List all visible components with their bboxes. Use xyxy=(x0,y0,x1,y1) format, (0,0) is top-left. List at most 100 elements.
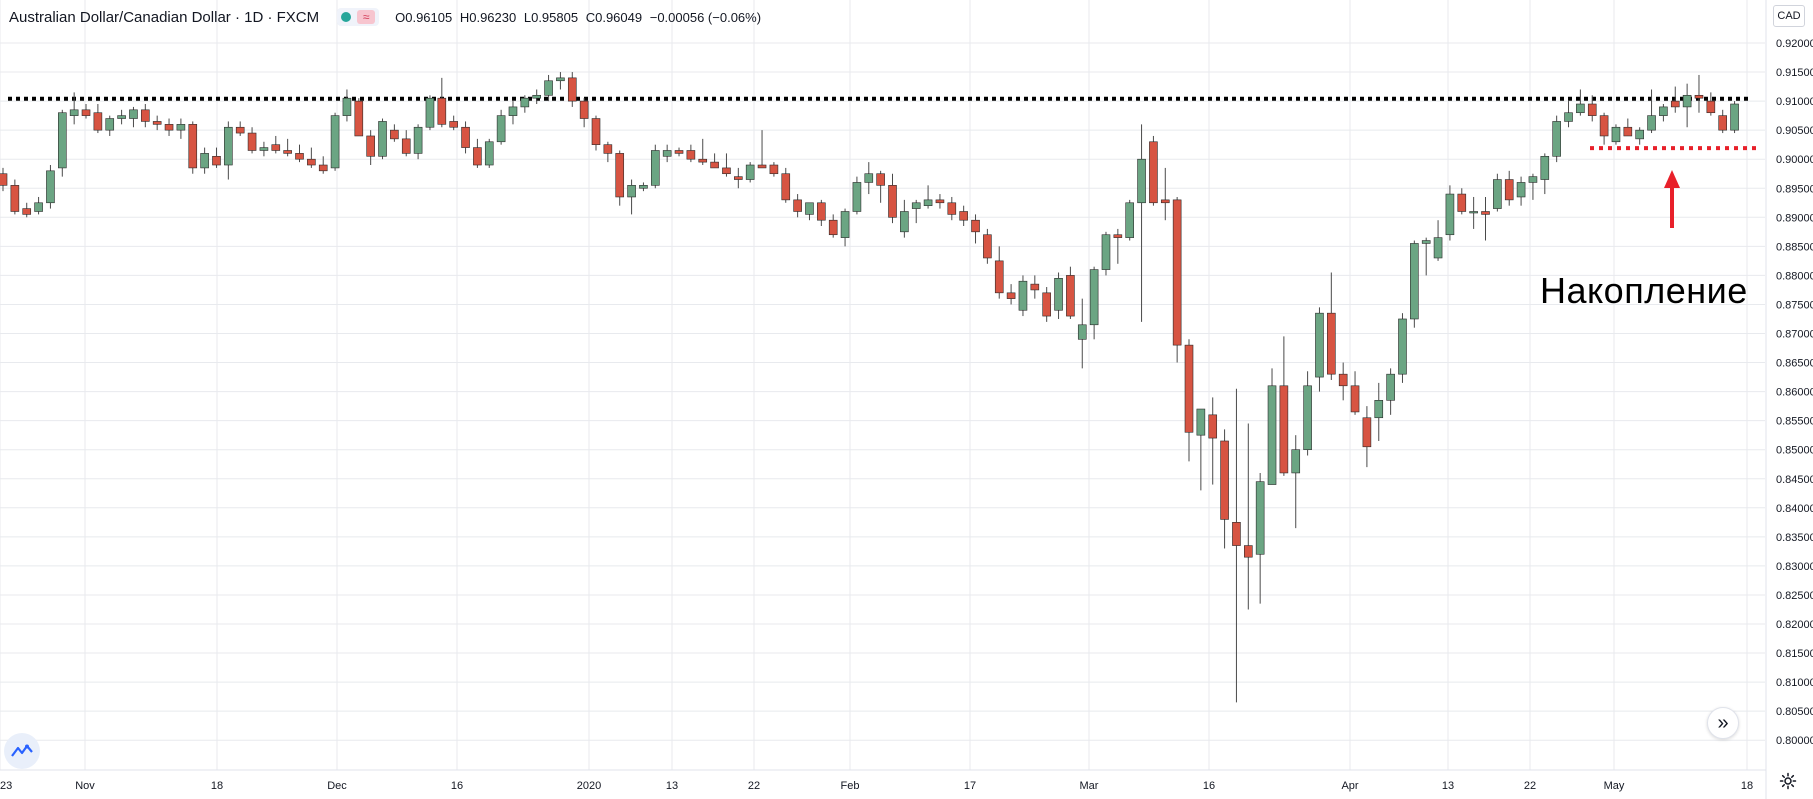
candle-body xyxy=(1054,278,1063,311)
candle-body xyxy=(1421,240,1431,244)
candle-body xyxy=(1410,243,1419,320)
candle-body xyxy=(971,219,980,233)
candle-body xyxy=(1635,129,1644,140)
candle-down xyxy=(591,115,601,151)
candle-body xyxy=(1587,103,1597,116)
candle-body xyxy=(10,185,20,212)
candle-down xyxy=(935,194,945,209)
candle-body xyxy=(1172,199,1182,346)
candle-body xyxy=(1208,414,1218,439)
candle-body xyxy=(224,126,233,166)
candle-body xyxy=(1682,94,1692,108)
candle-body xyxy=(579,100,589,119)
candle-body xyxy=(1730,103,1739,131)
candle-down xyxy=(876,170,885,203)
time-tick-label: 23 xyxy=(0,780,12,792)
price-axis[interactable]: 0.92000 0.91500 0.91000 0.90500 0.90000 0.895… xyxy=(1765,0,1813,799)
candle-body xyxy=(686,150,696,160)
candle-body xyxy=(983,234,992,259)
candle-body xyxy=(994,260,1004,294)
candle-body xyxy=(556,77,565,82)
candle-up xyxy=(1137,124,1146,322)
indicator-pill[interactable]: ≈ xyxy=(337,8,380,26)
time-tick-label: 22 xyxy=(1524,780,1536,792)
candle-body xyxy=(817,202,826,221)
candle-down xyxy=(1149,135,1158,206)
candle-down xyxy=(579,98,589,128)
candle-down xyxy=(1599,112,1609,145)
candle-down xyxy=(235,121,245,136)
candle-body xyxy=(911,202,921,209)
candle-up xyxy=(805,202,814,221)
candle-body xyxy=(734,176,743,180)
time-tick-label: 18 xyxy=(211,780,223,792)
candle-down xyxy=(817,199,826,227)
candle-body xyxy=(81,109,91,116)
candle-down xyxy=(1694,74,1704,113)
candle-down xyxy=(212,147,221,168)
candle-body xyxy=(259,147,269,151)
gear-icon[interactable] xyxy=(1776,769,1800,793)
candle-body xyxy=(650,150,660,186)
candle-up xyxy=(840,208,850,247)
candle-body xyxy=(567,77,577,102)
candle-body xyxy=(283,150,292,154)
close-value: C0.96049 xyxy=(585,9,643,25)
symbol-title[interactable]: Australian Dollar/Canadian Dollar · 1D ·… xyxy=(9,8,320,26)
candle-body xyxy=(57,112,67,169)
currency-badge[interactable]: CAD xyxy=(1773,5,1805,27)
candle-body xyxy=(1386,373,1395,401)
price-tick-label: 0.83000 xyxy=(1776,561,1813,573)
price-tick-label: 0.89000 xyxy=(1776,212,1813,224)
candle-up xyxy=(639,182,648,192)
candle-up xyxy=(1196,408,1206,491)
candle-up xyxy=(496,109,506,145)
price-tick-label: 0.80500 xyxy=(1776,706,1813,718)
candle-body xyxy=(378,121,387,157)
candle-down xyxy=(674,147,684,157)
candle-up xyxy=(129,106,138,128)
candle-body xyxy=(1255,481,1265,555)
candle-up xyxy=(1054,272,1063,319)
candle-up xyxy=(911,199,921,224)
candle-down xyxy=(757,130,767,169)
candle-body xyxy=(544,80,553,96)
price-tick-label: 0.82000 xyxy=(1776,619,1813,631)
candle-down xyxy=(888,173,897,224)
candle-body xyxy=(295,153,304,160)
change-value: −0.00056 (−0.06%) xyxy=(649,9,762,25)
candle-body xyxy=(390,129,399,140)
candle-body xyxy=(1279,385,1289,474)
candle-body xyxy=(662,150,672,157)
candle-body xyxy=(1267,385,1277,485)
candle-body xyxy=(1670,100,1680,108)
candle-up xyxy=(1303,371,1312,456)
candle-body xyxy=(141,109,150,122)
candle-body xyxy=(1077,324,1087,340)
candle-body xyxy=(1101,234,1111,270)
candle-body xyxy=(757,164,767,169)
candle-body xyxy=(1374,400,1384,419)
time-axis[interactable]: 23 Nov 18 Dec 16 2020 13 22 Feb 17 Mar 16 Apr 13 22 May… xyxy=(0,769,1766,792)
candle-down xyxy=(1208,397,1218,485)
candle-up xyxy=(1433,220,1443,261)
status-dot-icon xyxy=(341,12,352,22)
candle-up xyxy=(1445,185,1455,241)
candle-down xyxy=(615,150,625,206)
tradingview-logo-icon[interactable] xyxy=(4,733,40,769)
candle-down xyxy=(1244,423,1253,610)
candle-down xyxy=(769,162,779,177)
candle-up xyxy=(745,162,755,183)
candle-body xyxy=(591,118,601,145)
candle-body xyxy=(1528,176,1538,183)
candle-down xyxy=(354,98,364,137)
candle-body xyxy=(69,109,79,116)
candle-body xyxy=(793,199,802,212)
wave-icon[interactable]: ≈ xyxy=(357,10,376,24)
candle-body xyxy=(864,173,874,183)
candle-up xyxy=(1635,127,1644,145)
candle-up xyxy=(176,118,186,139)
candle-body xyxy=(1718,115,1727,131)
double-chevron-right-icon[interactable]: » xyxy=(1707,707,1739,739)
